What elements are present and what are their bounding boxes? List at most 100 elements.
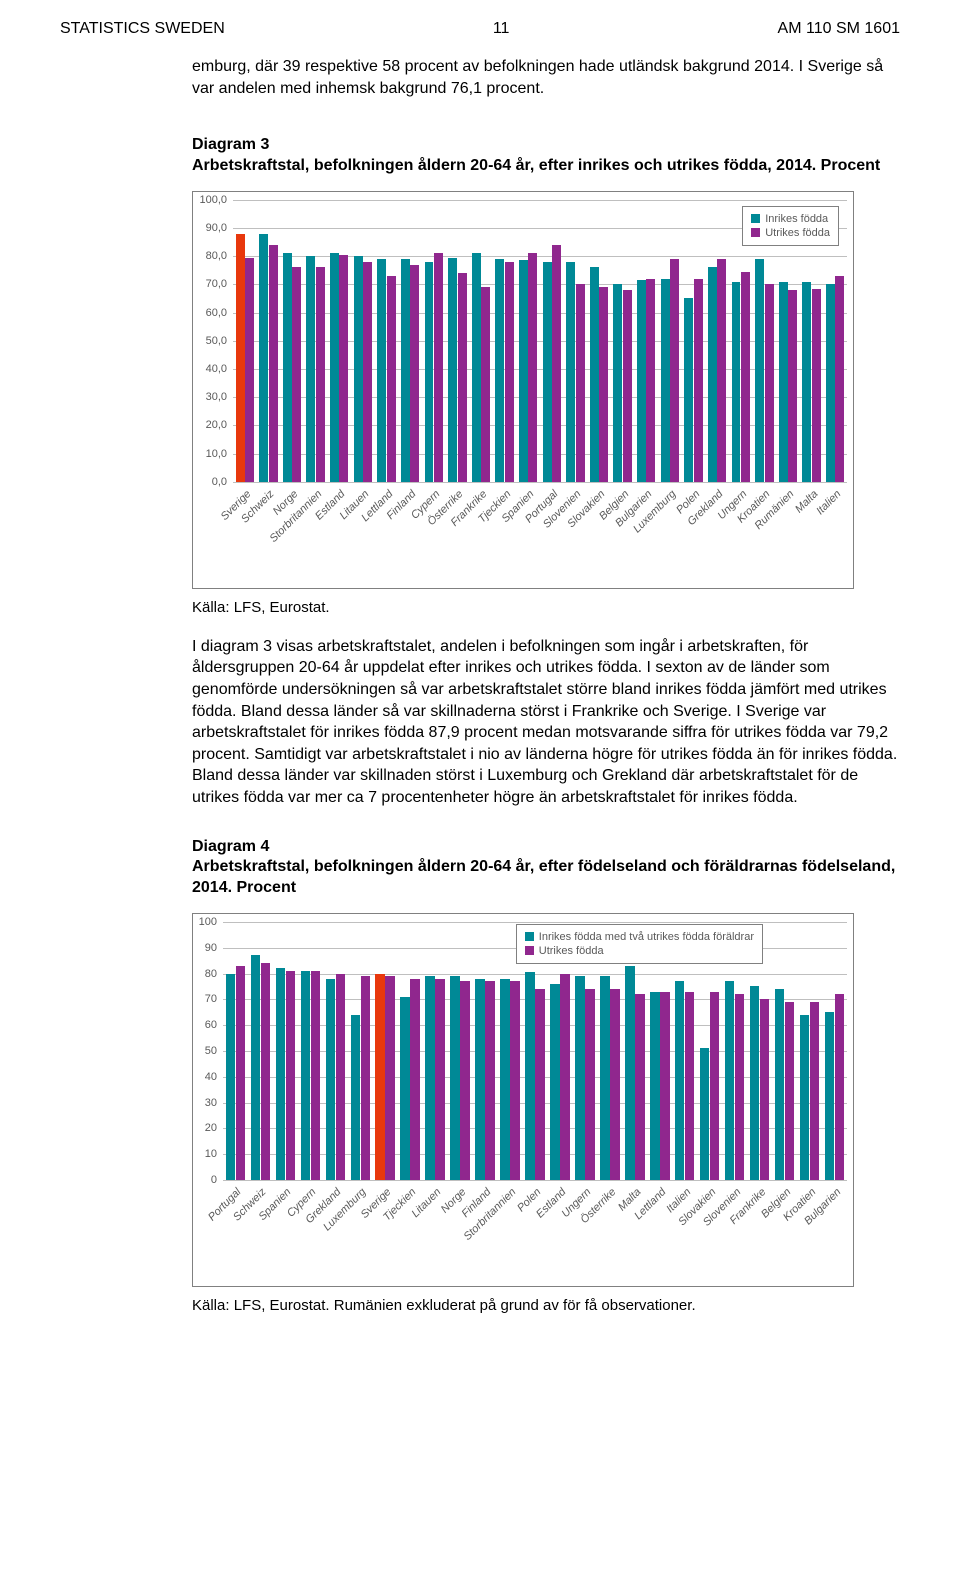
bar-group — [351, 200, 375, 482]
body-paragraph: I diagram 3 visas arbetskraftstalet, and… — [192, 636, 900, 809]
bar-group — [446, 200, 470, 482]
bar — [434, 253, 443, 481]
bar-group — [373, 922, 398, 1180]
y-tick-label: 30 — [205, 1097, 223, 1109]
bar — [810, 1002, 819, 1180]
bar — [575, 976, 584, 1180]
legend-swatch — [751, 214, 760, 223]
y-tick-label: 0,0 — [212, 476, 233, 488]
bar — [835, 994, 844, 1180]
y-tick-label: 40 — [205, 1071, 223, 1083]
bar — [735, 994, 744, 1180]
bar-group — [423, 922, 448, 1180]
diagram3-source: Källa: LFS, Eurostat. — [192, 599, 900, 616]
bar — [785, 1002, 794, 1180]
bar-group — [398, 200, 422, 482]
bar-group — [304, 200, 328, 482]
y-tick-label: 50,0 — [206, 335, 233, 347]
y-tick-label: 80,0 — [206, 250, 233, 262]
bar — [650, 992, 659, 1180]
bar — [301, 971, 310, 1180]
bar — [550, 984, 559, 1180]
header-left: STATISTICS SWEDEN — [60, 20, 225, 38]
bar — [375, 974, 384, 1180]
bar — [835, 276, 844, 482]
bar — [741, 272, 750, 482]
bar — [750, 986, 759, 1180]
bar — [510, 981, 519, 1180]
bar — [765, 284, 774, 481]
intro-paragraph: emburg, där 39 respektive 58 procent av … — [192, 56, 900, 99]
legend-swatch — [525, 932, 534, 941]
bar — [717, 259, 726, 482]
bar-group — [248, 922, 273, 1180]
legend: Inrikes föddaUtrikes födda — [742, 206, 839, 246]
bar — [576, 284, 585, 481]
header-center: 11 — [493, 20, 510, 38]
bar — [646, 279, 655, 482]
bar — [261, 963, 270, 1180]
bar — [566, 262, 575, 482]
bar — [448, 258, 457, 482]
bar — [661, 279, 670, 482]
bar — [500, 979, 509, 1180]
bar-group — [540, 200, 564, 482]
bar — [351, 1015, 360, 1180]
legend-swatch — [751, 228, 760, 237]
bar — [245, 258, 254, 481]
bar — [599, 287, 608, 482]
bar-group — [323, 922, 348, 1180]
bar-group — [233, 200, 257, 482]
diagram4-source: Källa: LFS, Eurostat. Rumänien exkludera… — [192, 1297, 900, 1314]
bar — [435, 979, 444, 1180]
y-tick-label: 40,0 — [206, 363, 233, 375]
bar — [760, 999, 769, 1180]
bar-group — [473, 922, 498, 1180]
bar-group — [327, 200, 351, 482]
bar-group — [564, 200, 588, 482]
diagram4-title: Diagram 4 Arbetskraftstal, befolkningen … — [192, 837, 900, 899]
legend: Inrikes födda med två utrikes födda förä… — [516, 924, 763, 964]
y-tick-label: 20 — [205, 1122, 223, 1134]
bar — [585, 989, 594, 1180]
bar — [685, 992, 694, 1180]
bar-group — [273, 922, 298, 1180]
bar — [283, 253, 292, 481]
y-tick-label: 10,0 — [206, 448, 233, 460]
bar — [425, 976, 434, 1180]
bar-group — [705, 200, 729, 482]
bar — [259, 234, 268, 482]
y-tick-label: 60,0 — [206, 307, 233, 319]
bar — [528, 253, 537, 481]
bar — [450, 976, 459, 1180]
diagram3-title: Diagram 3 Arbetskraftstal, befolkningen … — [192, 135, 900, 177]
bar — [543, 262, 552, 482]
bar — [670, 259, 679, 482]
bar — [354, 256, 363, 482]
y-tick-label: 70 — [205, 993, 223, 1005]
legend-item: Utrikes födda — [525, 945, 754, 957]
bar — [788, 290, 797, 482]
bar — [635, 994, 644, 1180]
bar — [339, 255, 348, 482]
bar-group — [422, 200, 446, 482]
bar-group — [797, 922, 822, 1180]
bar — [560, 974, 569, 1180]
bar — [660, 992, 669, 1180]
bar-group — [682, 200, 706, 482]
y-tick-label: 100 — [199, 916, 223, 928]
page-header: STATISTICS SWEDEN 11 AM 110 SM 1601 — [60, 20, 900, 38]
legend-label: Utrikes födda — [539, 945, 604, 957]
bar — [800, 1015, 809, 1180]
legend-label: Inrikes födda — [765, 213, 828, 225]
bar — [812, 289, 821, 482]
y-tick-label: 60 — [205, 1019, 223, 1031]
bar — [425, 262, 434, 482]
y-tick-label: 90 — [205, 942, 223, 954]
bar — [292, 267, 301, 481]
y-tick-label: 80 — [205, 968, 223, 980]
bar — [363, 262, 372, 482]
bar — [700, 1048, 709, 1180]
bar-group — [634, 200, 658, 482]
bar — [505, 262, 514, 482]
